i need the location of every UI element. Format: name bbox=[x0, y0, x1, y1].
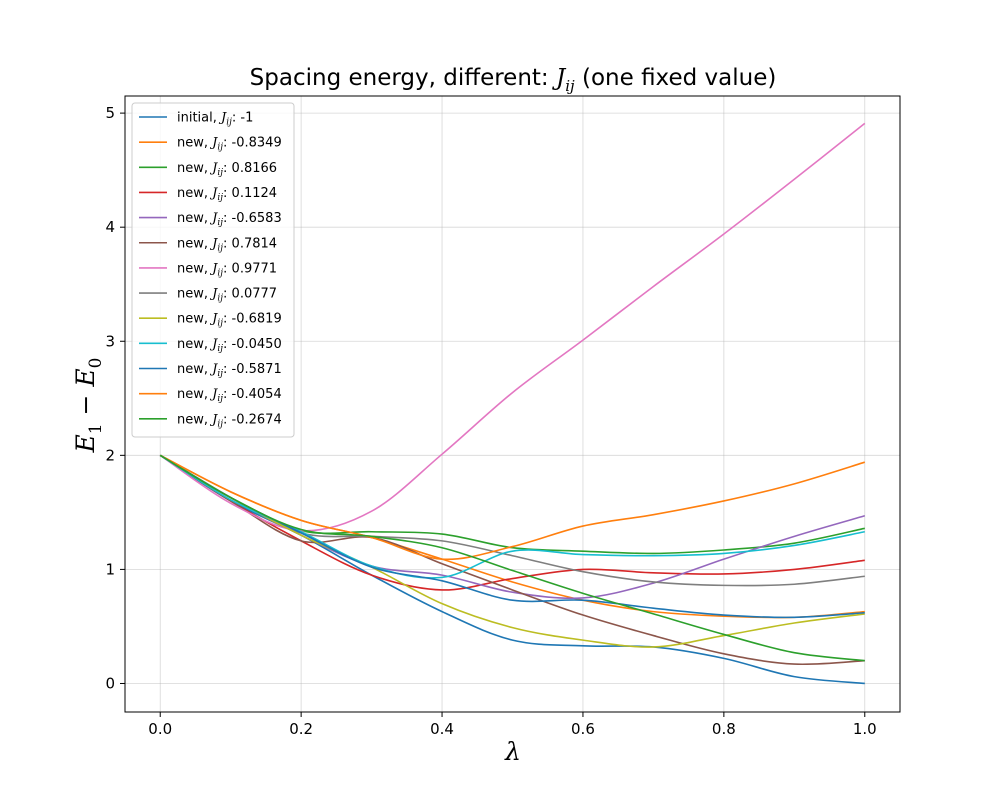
legend-label: new, Jij: 0.1124 bbox=[177, 186, 277, 203]
legend-label: new, Jij: 0.9771 bbox=[177, 261, 277, 278]
series-line-7 bbox=[159, 122, 866, 532]
chart-title-symbol: J bbox=[552, 65, 567, 91]
y-tick-label: 0 bbox=[105, 674, 115, 692]
legend-label: new, Jij: 0.8166 bbox=[177, 161, 277, 178]
legend-entry: new, Jij: -0.0450 bbox=[139, 337, 282, 354]
chart-title-prefix: Spacing energy, different: bbox=[250, 65, 556, 91]
axis-ticks: 0.0 0.2 0.4 0.6 0.8 1.0 0 1 2 3 4 5 bbox=[105, 104, 876, 738]
legend-label: new, Jij: 0.0777 bbox=[177, 287, 277, 304]
chart-title-suffix: (one fixed value) bbox=[575, 65, 777, 91]
y-label-e1: E bbox=[71, 434, 100, 453]
x-tick-label: 0.4 bbox=[430, 720, 454, 738]
legend-entry: new, Jij: -0.4054 bbox=[139, 387, 282, 404]
x-tick-label: 0.6 bbox=[571, 720, 595, 738]
legend-entry: new, Jij: -0.8349 bbox=[139, 136, 282, 153]
legend-entry: initial, Jij: -1 bbox=[139, 111, 253, 128]
legend-label: new, Jij: -0.4054 bbox=[177, 387, 282, 404]
x-tick-label: 0.0 bbox=[148, 720, 172, 738]
legend-entry: new, Jij: -0.6819 bbox=[139, 312, 282, 329]
y-label-minus: − bbox=[71, 387, 100, 424]
series-line-9 bbox=[159, 454, 865, 648]
y-label-e0: E bbox=[71, 368, 100, 387]
legend-entry: new, Jij: 0.7814 bbox=[139, 236, 277, 253]
legend-label: new, Jij: -0.0450 bbox=[177, 337, 282, 354]
legend-label: new, Jij: -0.8349 bbox=[177, 136, 282, 153]
x-tick-label: 0.8 bbox=[712, 720, 736, 738]
y-tick-label: 1 bbox=[105, 560, 115, 578]
legend-box bbox=[131, 102, 295, 438]
x-axis-label: λ bbox=[504, 737, 521, 766]
legend-entry: new, Jij: 0.8166 bbox=[139, 161, 277, 178]
legend-entry: new, Jij: -0.2674 bbox=[139, 412, 282, 429]
y-tick-label: 3 bbox=[105, 332, 115, 350]
series-line-13 bbox=[159, 454, 865, 662]
legend-items: initial, Jij: -1 new, Jij: -0.8349 new, Ji… bbox=[139, 111, 282, 429]
legend-entry: new, Jij: 0.9771 bbox=[139, 261, 277, 278]
y-axis-label: E1 − E0 bbox=[71, 358, 106, 454]
series-line-6 bbox=[159, 454, 865, 666]
series-line-12 bbox=[159, 454, 866, 561]
plot-area-frame bbox=[124, 95, 901, 713]
legend-label: new, Jij: -0.2674 bbox=[177, 412, 282, 429]
legend-entry: new, Jij: -0.5871 bbox=[139, 362, 282, 379]
series-line-4 bbox=[159, 454, 865, 591]
legend-entry: new, Jij: -0.6583 bbox=[139, 211, 282, 228]
y-tick-label: 4 bbox=[105, 218, 115, 236]
series-lines bbox=[159, 122, 866, 685]
grid bbox=[125, 96, 900, 712]
chart-title: Spacing energy, different: Jij (one fixe… bbox=[250, 65, 777, 95]
y-tick-label: 5 bbox=[105, 104, 115, 122]
legend-entry: new, Jij: 0.0777 bbox=[139, 287, 277, 304]
y-label-e0-sub: 0 bbox=[86, 358, 106, 369]
y-tick-label: 2 bbox=[105, 446, 115, 464]
legend-label: new, Jij: 0.7814 bbox=[177, 236, 277, 253]
y-label-e1-sub: 1 bbox=[86, 423, 106, 434]
legend-entry: new, Jij: 0.1124 bbox=[139, 186, 277, 203]
x-tick-label: 0.2 bbox=[289, 720, 313, 738]
legend: initial, Jij: -1 new, Jij: -0.8349 new, Ji… bbox=[131, 102, 295, 438]
legend-label: initial, Jij: -1 bbox=[177, 111, 253, 128]
legend-label: new, Jij: -0.6583 bbox=[177, 211, 282, 228]
legend-label: new, Jij: -0.5871 bbox=[177, 362, 282, 379]
x-tick-label: 1.0 bbox=[853, 720, 877, 738]
legend-label: new, Jij: -0.6819 bbox=[177, 312, 282, 329]
chart-title-subscript: ij bbox=[565, 77, 575, 95]
